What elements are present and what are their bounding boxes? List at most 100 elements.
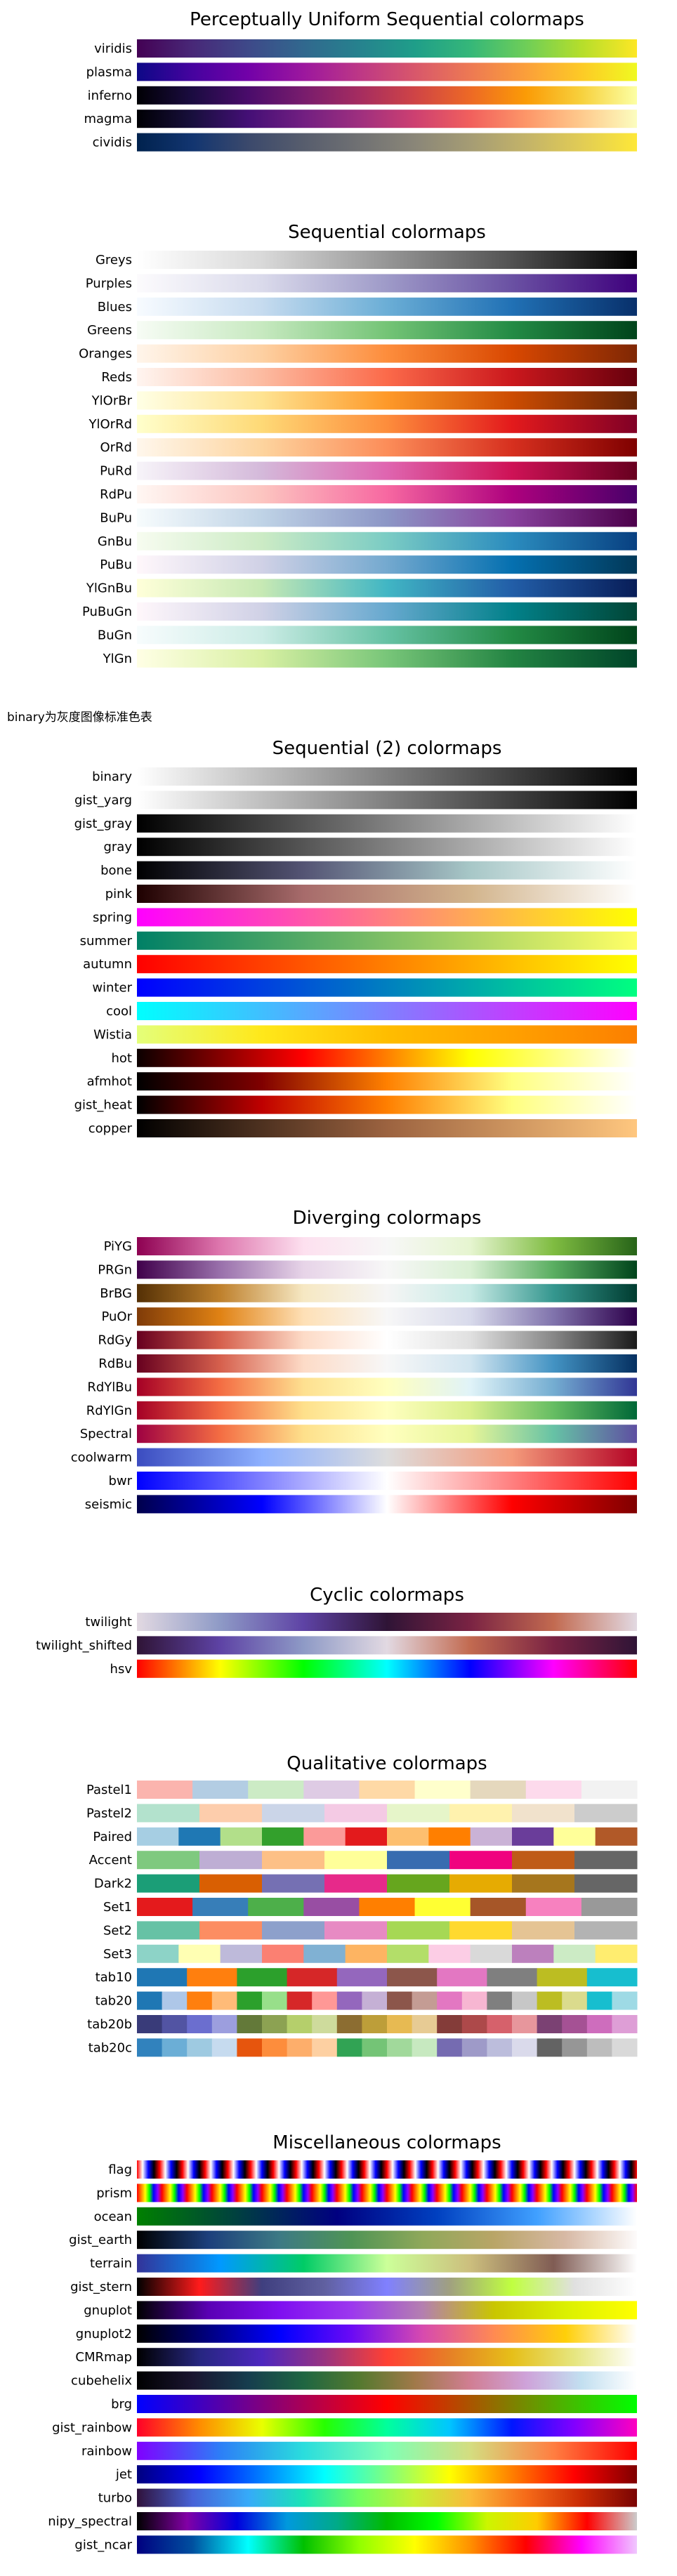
color-swatch xyxy=(387,1921,450,1940)
colormap-bar-set3 xyxy=(137,1944,638,1963)
color-swatch xyxy=(470,1781,527,1799)
color-swatch xyxy=(312,2038,338,2057)
color-swatch xyxy=(262,1991,288,2010)
colormap-bar-ylgn xyxy=(137,649,637,668)
color-swatch xyxy=(586,1968,638,1987)
color-swatch xyxy=(199,1804,263,1823)
colormap-bar-autumn xyxy=(137,955,637,974)
color-swatch xyxy=(162,2038,188,2057)
color-swatch xyxy=(412,2038,438,2057)
color-swatch xyxy=(359,1781,416,1799)
colormap-bar-greys xyxy=(137,251,637,269)
colormap-label-purd: PuRd xyxy=(100,464,132,479)
color-swatch xyxy=(470,1827,513,1846)
color-swatch xyxy=(574,1874,638,1893)
colormap-label-set3: Set3 xyxy=(103,1947,132,1962)
colormap-bar-cmrmap xyxy=(137,2348,637,2367)
colormap-bar-brg xyxy=(137,2395,637,2413)
color-swatch xyxy=(612,2015,638,2033)
colormap-bar-puor xyxy=(137,1307,637,1326)
color-swatch xyxy=(428,1944,471,1963)
color-swatch xyxy=(437,2038,463,2057)
section-title: Cyclic colormaps xyxy=(310,1585,464,1606)
color-swatch xyxy=(237,1968,288,1987)
colormap-bar-spring xyxy=(137,908,637,927)
colormap-bar-purples xyxy=(137,274,637,293)
color-swatch xyxy=(303,1898,360,1916)
colormap-bar-purd xyxy=(137,461,637,480)
color-swatch xyxy=(537,1968,588,1987)
colormap-bar-ylgnbu xyxy=(137,579,637,597)
color-swatch xyxy=(362,1991,388,2010)
color-swatch xyxy=(237,2015,263,2033)
color-swatch xyxy=(512,2038,538,2057)
colormap-label-gist-gray: gist_gray xyxy=(74,817,133,831)
color-swatch xyxy=(345,1827,388,1846)
color-swatch xyxy=(262,2038,288,2057)
color-swatch xyxy=(359,1898,416,1916)
colormap-label-copper: copper xyxy=(88,1121,133,1136)
colormap-label-winter: winter xyxy=(92,981,132,996)
colormap-label-tab10: tab10 xyxy=(96,1970,132,1985)
color-swatch xyxy=(324,1874,388,1893)
colormap-label-turbo: turbo xyxy=(98,2491,132,2506)
colormap-label-rdbu: RdBu xyxy=(98,1356,132,1371)
color-swatch xyxy=(586,1991,612,2010)
colormap-bar-dark2 xyxy=(137,1874,638,1893)
colormap-label-binary: binary xyxy=(92,770,132,784)
colormap-bar-rdgy xyxy=(137,1330,637,1349)
colormap-bar-gnbu xyxy=(137,531,637,550)
color-swatch xyxy=(595,1944,638,1963)
colormap-bar-gnuplot2 xyxy=(137,2324,637,2343)
colormap-label-gnuplot2: gnuplot2 xyxy=(76,2327,132,2341)
color-swatch xyxy=(586,2015,612,2033)
colormap-label-gist-earth: gist_earth xyxy=(69,2233,132,2247)
color-swatch xyxy=(303,1827,346,1846)
colormap-bar-binary xyxy=(137,767,637,786)
color-swatch xyxy=(525,1781,582,1799)
section-title: Diverging colormaps xyxy=(293,1208,482,1229)
color-swatch xyxy=(262,1921,325,1940)
color-swatch xyxy=(387,1944,429,1963)
colormap-label-gist-yarg: gist_yarg xyxy=(74,793,132,807)
color-swatch xyxy=(428,1827,471,1846)
colormap-bar-copper xyxy=(137,1119,637,1137)
color-swatch xyxy=(162,2015,188,2033)
colormap-bar-brbg xyxy=(137,1283,637,1302)
colormap-bar-terrain xyxy=(137,2254,637,2273)
color-swatch xyxy=(449,1874,513,1893)
color-swatch xyxy=(387,1874,450,1893)
colormap-label-seismic: seismic xyxy=(85,1497,132,1512)
color-swatch xyxy=(612,1991,638,2010)
section-title: Miscellaneous colormaps xyxy=(272,2132,501,2153)
colormap-bar-twilight-shifted xyxy=(137,1636,637,1655)
color-swatch xyxy=(137,1991,163,2010)
colormap-bar-bugn xyxy=(137,626,637,645)
colormap-bar-gist-stern xyxy=(137,2278,637,2296)
binary-note: binary为灰度图像标准色表 xyxy=(7,711,152,725)
color-swatch xyxy=(324,1804,388,1823)
color-swatch xyxy=(262,1851,325,1870)
colormap-label-ocean: ocean xyxy=(94,2210,132,2224)
colormap-label-tab20b: tab20b xyxy=(87,2017,132,2032)
color-swatch xyxy=(178,1827,221,1846)
colormap-bar-greens xyxy=(137,321,637,340)
color-swatch xyxy=(487,1991,513,2010)
color-swatch xyxy=(449,1921,513,1940)
color-swatch xyxy=(287,2038,313,2057)
color-swatch xyxy=(461,2038,487,2057)
color-swatch xyxy=(470,1944,513,1963)
colormap-bar-gist-heat xyxy=(137,1095,637,1114)
colormap-label-rdgy: RdGy xyxy=(98,1333,132,1348)
colormap-label-bugn: BuGn xyxy=(98,628,132,642)
color-swatch xyxy=(387,1991,413,2010)
colormap-bar-tab20c xyxy=(137,2038,638,2057)
colormap-label-prism: prism xyxy=(96,2186,132,2200)
colormap-bar-winter xyxy=(137,978,637,997)
colormap-bar-seismic xyxy=(137,1495,637,1514)
colormap-bar-cool xyxy=(137,1002,637,1020)
colormap-bar-plasma xyxy=(137,62,637,81)
color-swatch xyxy=(187,2015,213,2033)
colormap-label-twilight-shifted: twilight_shifted xyxy=(36,1638,132,1653)
colormap-bar-pastel1 xyxy=(137,1781,638,1799)
